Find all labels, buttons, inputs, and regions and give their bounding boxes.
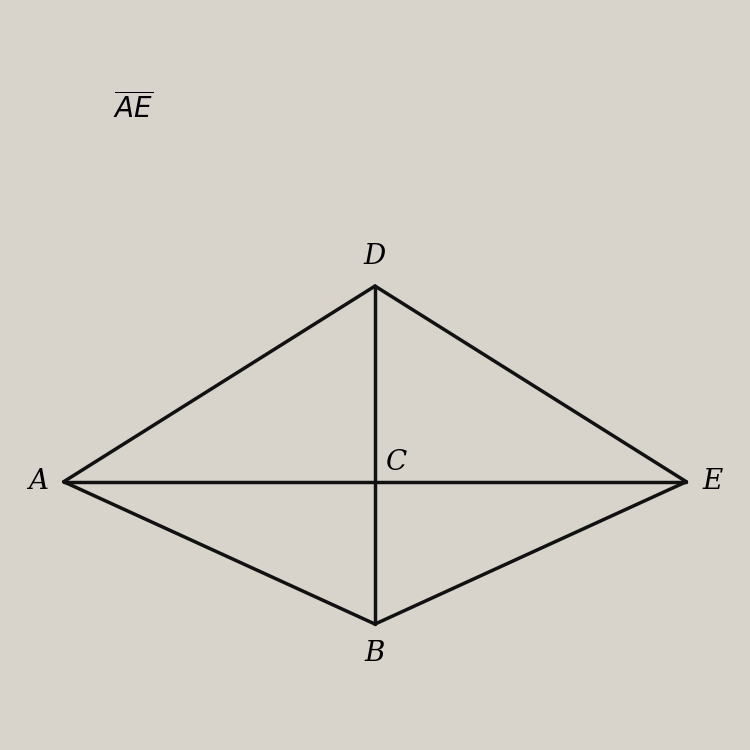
Text: C: C [386,448,407,476]
Text: A: A [28,468,48,495]
Text: B: B [364,640,386,667]
Text: D: D [364,243,386,270]
Text: $\overline{AE}$: $\overline{AE}$ [112,92,152,124]
Text: E: E [702,468,722,495]
